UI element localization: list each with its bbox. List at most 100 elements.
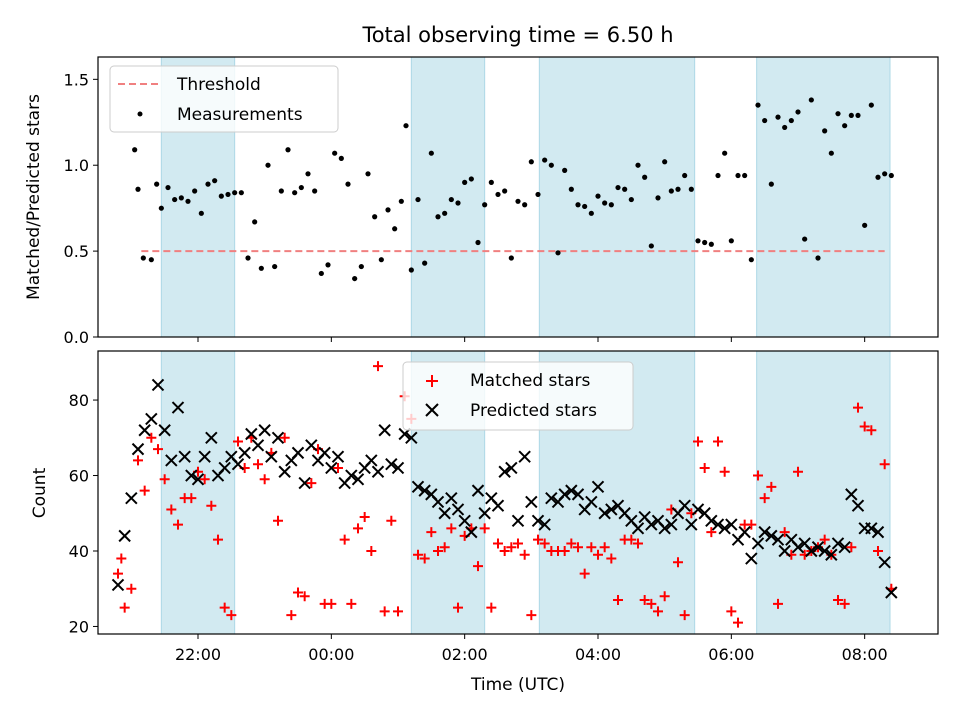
measurement-point	[668, 188, 674, 194]
predicted-star-marker	[511, 514, 525, 528]
matched-star-marker	[273, 515, 283, 526]
matched-star-marker	[299, 591, 310, 602]
measurement-point	[422, 260, 428, 266]
bottom-x-tick-label: 08:00	[842, 645, 888, 664]
measurement-point	[708, 241, 714, 247]
predicted-star-marker	[825, 548, 838, 561]
measurement-point	[508, 255, 514, 261]
measurement-point	[582, 203, 588, 210]
matched-star-marker	[526, 610, 537, 621]
measurement-point	[588, 210, 594, 216]
matched-star-marker	[833, 595, 843, 606]
bottom-y-tick-label: 40	[69, 542, 89, 561]
measurement-point	[154, 181, 160, 187]
measurement-point	[475, 239, 481, 246]
predicted-star-marker	[131, 442, 145, 456]
predicted-star-marker	[751, 537, 765, 550]
predicted-star-marker	[605, 503, 618, 516]
predicted-star-marker	[758, 525, 771, 539]
measurement-point	[622, 186, 628, 192]
measurement-point	[132, 147, 138, 153]
matched-stars-points	[113, 361, 897, 628]
matched-star-marker	[793, 466, 803, 477]
measurement-point	[332, 150, 338, 156]
predicted-star-marker	[118, 529, 131, 543]
predicted-star-marker	[598, 507, 611, 520]
matched-star-marker	[133, 455, 143, 466]
matched-star-marker	[726, 606, 737, 617]
matched-star-marker	[533, 534, 543, 545]
matched-star-marker	[366, 545, 377, 556]
top-legend: Threshold Measurements	[109, 65, 339, 133]
predicted-star-marker	[378, 424, 391, 437]
matched-star-marker	[873, 545, 883, 556]
measurement-point	[252, 219, 258, 225]
matched-star-marker	[579, 568, 590, 579]
top-y-tick-label: 0.0	[64, 328, 89, 347]
predicted-star-marker	[325, 461, 338, 475]
measurement-point	[742, 172, 748, 179]
predicted-star-marker	[665, 518, 678, 531]
matched-star-marker	[206, 500, 217, 511]
measurement-point	[762, 117, 768, 124]
predicted-star-marker	[238, 446, 251, 460]
matched-star-marker	[573, 542, 583, 553]
matched-star-marker	[393, 606, 403, 617]
matched-star-marker	[846, 542, 857, 553]
matched-star-marker	[606, 553, 617, 564]
bottom-legend: Matched stars Predicted stars	[402, 361, 634, 431]
matched-star-marker	[346, 598, 357, 609]
matched-star-marker	[673, 557, 683, 568]
measurement-point	[788, 117, 794, 124]
measurement-point	[298, 184, 304, 191]
measurement-point	[755, 102, 761, 108]
matched-star-marker	[519, 549, 530, 560]
measurement-point	[562, 167, 568, 173]
measurement-point	[448, 196, 454, 203]
predicted-star-marker	[165, 454, 178, 467]
measurement-point	[212, 178, 218, 184]
matched-star-marker	[719, 466, 730, 477]
predicted-stars-points	[111, 378, 898, 599]
predicted-star-marker	[525, 495, 538, 509]
predicted-star-marker	[571, 488, 585, 501]
matched-star-marker	[706, 527, 717, 538]
matched-star-marker	[119, 602, 130, 613]
bottom-y-tick-label: 80	[69, 391, 89, 410]
bottom-shaded-band-0	[160, 350, 236, 635]
predicted-star-marker	[498, 465, 511, 478]
predicted-star-marker	[365, 454, 378, 467]
bottom-y-axis-label: Count	[30, 467, 50, 518]
measurement-point	[392, 226, 398, 232]
matched-star-marker	[373, 361, 383, 372]
measurement-point	[232, 190, 238, 196]
measurement-point	[655, 195, 661, 201]
bottom-x-tick-label: 00:00	[308, 645, 354, 664]
predicted-star-marker	[158, 424, 171, 437]
predicted-star-marker	[831, 537, 845, 550]
measurement-point	[862, 222, 868, 228]
measurement-point	[535, 191, 541, 198]
measurement-point	[185, 198, 191, 204]
matched-star-marker	[486, 602, 497, 613]
matched-star-marker	[413, 549, 423, 560]
top-shaded-band-1	[410, 56, 486, 338]
measurement-point	[225, 191, 231, 198]
matched-star-marker	[539, 538, 550, 549]
matched-star-marker	[659, 591, 670, 602]
matched-star-marker	[386, 515, 397, 526]
measurement-point	[165, 184, 171, 191]
top-panel: 0.0 0.5 1.0 1.5 Matched/Predicted stars Thr…	[24, 56, 939, 347]
measurement-point	[722, 150, 728, 156]
predicted-star-marker	[391, 461, 405, 475]
predicted-star-marker	[631, 522, 645, 535]
matched-star-marker	[746, 519, 757, 530]
matched-star-marker	[479, 523, 490, 534]
matched-star-marker	[566, 538, 577, 549]
measurement-point	[828, 150, 834, 156]
predicted-star-marker	[438, 507, 451, 520]
measurement-point	[365, 171, 371, 177]
top-plot-frame	[97, 56, 939, 338]
matched-star-marker	[219, 602, 230, 613]
